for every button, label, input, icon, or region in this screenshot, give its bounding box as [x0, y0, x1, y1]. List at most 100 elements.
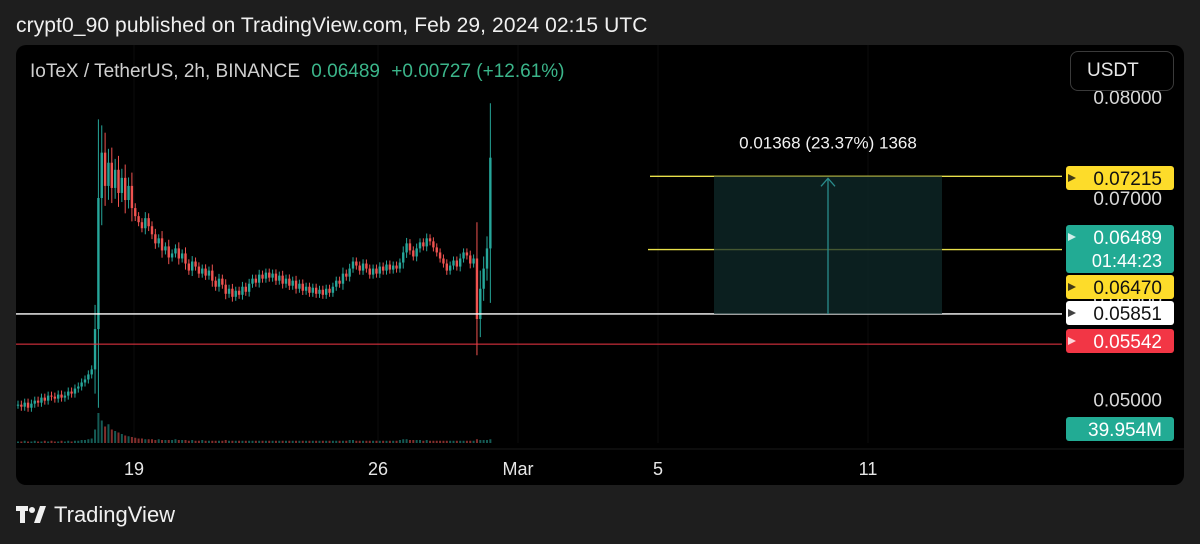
- candle-body: [321, 289, 325, 295]
- volume-bar: [84, 440, 86, 443]
- volume-bar: [315, 440, 318, 443]
- price-tag-label: 0.07215: [1093, 169, 1162, 190]
- volume-bar: [50, 440, 53, 443]
- candle-body: [33, 400, 36, 404]
- candle-body: [87, 374, 90, 380]
- volume-bar: [73, 440, 76, 443]
- volume-bar: [405, 439, 408, 443]
- candle-body: [348, 268, 351, 277]
- candle-body: [281, 275, 284, 284]
- currency-button[interactable]: USDT: [1070, 51, 1174, 91]
- candle-body: [328, 288, 331, 293]
- volume-bar: [425, 440, 428, 443]
- measurement-arrow-head: [820, 177, 836, 187]
- candle-body: [244, 286, 247, 292]
- candle-body: [167, 246, 170, 258]
- volume-bar: [328, 440, 331, 443]
- volume-bar: [228, 440, 231, 443]
- candle-body: [46, 395, 50, 401]
- volume-bar: [355, 440, 358, 443]
- volume-bar: [197, 440, 200, 443]
- volume-bar: [408, 440, 411, 443]
- volume-bar: [130, 437, 133, 443]
- tradingview-brand[interactable]: TradingView: [16, 500, 175, 530]
- candle-body: [67, 391, 70, 396]
- candle-body: [345, 273, 348, 277]
- volume-bar: [244, 440, 247, 443]
- candle-body: [375, 268, 378, 274]
- tradingview-logo-icon: [16, 506, 46, 523]
- volume-bar: [258, 440, 261, 443]
- candle-body: [154, 234, 157, 244]
- volume-bar: [419, 440, 421, 443]
- chart-panel[interactable]: 0.01368 (23.37%) 1368 0.08000 0.07000 0.06…: [16, 45, 1184, 485]
- x-tick-label: 19: [124, 459, 144, 479]
- price-tag-bg: [1066, 417, 1174, 441]
- volume-bar: [362, 440, 365, 443]
- candle-body: [204, 268, 207, 276]
- volume-bar: [345, 440, 348, 443]
- volume-bar: [439, 440, 442, 443]
- candle-body: [254, 278, 258, 283]
- volume-bar: [429, 440, 432, 443]
- price-tag-pointer: [1068, 309, 1076, 317]
- volume-bar: [482, 440, 485, 443]
- candle-body: [234, 290, 237, 297]
- candle-body: [187, 263, 191, 271]
- volume-bar: [352, 440, 354, 443]
- candle-body: [90, 369, 93, 375]
- volume-bar: [191, 440, 194, 443]
- candle-body: [26, 402, 30, 408]
- candle-body: [392, 265, 395, 270]
- candle-body: [304, 286, 308, 291]
- candle-body: [435, 247, 438, 253]
- volume-bar: [295, 440, 298, 443]
- candle-body: [83, 379, 87, 383]
- candle-body: [77, 386, 80, 389]
- candle-body: [93, 329, 97, 370]
- candle-body: [16, 404, 20, 406]
- volume-bar: [214, 440, 217, 443]
- volume-bar: [321, 440, 324, 443]
- price-tag-pointer: [1068, 283, 1076, 291]
- price-tag-pointer: [1068, 174, 1076, 182]
- volume-bar: [27, 441, 30, 443]
- candle-body: [53, 396, 57, 399]
- volume-bar: [23, 440, 26, 443]
- candle-body: [157, 238, 160, 244]
- candle-body: [23, 402, 26, 407]
- volume-bar: [147, 439, 150, 443]
- volume-bar: [211, 440, 214, 443]
- candle-body: [318, 289, 321, 294]
- volume-bar: [60, 440, 63, 443]
- volume-bar: [201, 440, 204, 443]
- brand-name: TradingView: [54, 502, 176, 527]
- candle-body: [170, 253, 174, 258]
- candle-body: [194, 261, 197, 267]
- volume-bar: [452, 440, 455, 443]
- price-tag-bg: [1066, 166, 1174, 190]
- volume-bar: [171, 440, 174, 443]
- price-chart[interactable]: 0.01368 (23.37%) 1368 0.08000 0.07000 0.06…: [16, 45, 1184, 485]
- volume-bar: [37, 441, 40, 443]
- volume-bar: [134, 437, 137, 443]
- volume-bar: [124, 435, 127, 443]
- candle-body: [274, 273, 278, 281]
- volume-bar: [90, 438, 93, 443]
- candle-body: [97, 198, 100, 330]
- candle-body: [395, 265, 398, 269]
- volume-bar: [107, 424, 110, 443]
- volume-bar: [104, 426, 107, 443]
- volume-bar: [455, 440, 458, 443]
- candle-body: [288, 278, 291, 286]
- candle-body: [117, 169, 120, 193]
- candle-body: [251, 278, 254, 284]
- volume-bar: [325, 440, 328, 443]
- volume-bars: [17, 413, 492, 443]
- volume-bar: [114, 431, 117, 443]
- candle-body: [331, 286, 335, 293]
- volume-bar: [335, 440, 338, 443]
- candle-body: [452, 260, 455, 266]
- volume-bar: [67, 440, 70, 443]
- candle-body: [338, 280, 341, 284]
